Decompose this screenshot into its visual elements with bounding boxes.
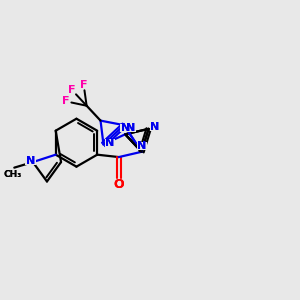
Text: N: N <box>150 122 160 131</box>
Text: N: N <box>26 156 35 166</box>
Text: F: F <box>68 85 76 95</box>
Bar <box>114 180 124 188</box>
Text: N: N <box>126 122 135 133</box>
Text: O: O <box>114 178 124 190</box>
Text: F: F <box>62 96 69 106</box>
Text: N: N <box>26 156 35 166</box>
Bar <box>26 157 36 165</box>
Text: N: N <box>150 122 160 131</box>
Text: N: N <box>121 123 130 133</box>
Bar <box>137 142 147 150</box>
Bar <box>125 123 136 132</box>
Bar <box>150 122 160 130</box>
Text: O: O <box>114 178 124 190</box>
Text: N: N <box>126 122 135 133</box>
Text: N: N <box>137 141 146 151</box>
Text: CH₃: CH₃ <box>4 170 22 179</box>
Bar <box>120 124 130 132</box>
Bar <box>5 170 21 178</box>
Text: N: N <box>105 138 115 148</box>
Text: F: F <box>80 80 87 89</box>
Text: N: N <box>121 123 130 133</box>
Text: N: N <box>105 138 115 148</box>
Text: CH₃: CH₃ <box>4 170 22 179</box>
Bar <box>105 139 115 147</box>
Text: N: N <box>137 141 146 151</box>
